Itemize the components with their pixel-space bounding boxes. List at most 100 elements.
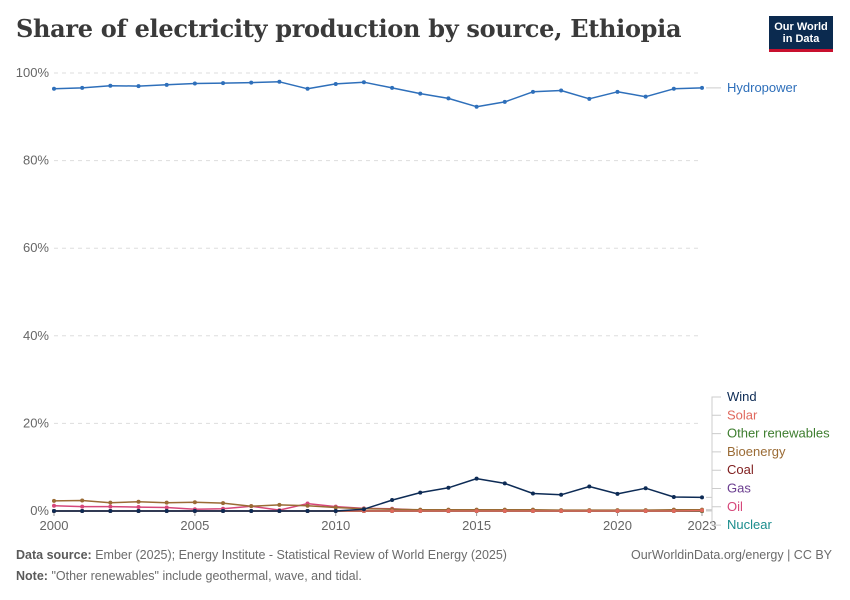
data-point [390,85,395,90]
data-point [221,509,226,513]
x-tick-label: 2023 [688,518,717,533]
note-line: Note: "Other renewables" include geother… [16,569,362,583]
data-point [108,500,113,505]
data-point [277,509,282,513]
data-point [615,89,620,94]
data-point [192,509,197,513]
data-point [643,94,648,99]
y-tick-label: 60% [23,240,49,255]
data-point [249,504,254,509]
data-point [700,85,704,90]
legend-label-other-renewables: Other renewables [727,426,830,441]
data-point [80,509,85,513]
data-point [221,501,226,506]
data-point [164,509,169,513]
logo-line-2: in Data [782,33,820,45]
data-point [80,498,85,503]
data-point [390,509,395,513]
data-point [108,83,113,88]
data-point [164,500,169,505]
legend-label-bioenergy: Bioenergy [727,444,786,459]
legend-connector [706,396,721,498]
note-text: "Other renewables" include geothermal, w… [51,569,362,583]
data-point [136,499,141,504]
data-point [164,505,169,510]
data-point [643,486,648,491]
y-tick-label: 0% [30,503,49,518]
data-point [277,79,282,84]
data-point [474,104,479,109]
legend-connector [706,488,721,512]
data-point [305,509,310,513]
logo-line-1: Our World [774,21,828,33]
x-tick-label: 2010 [321,518,350,533]
data-point [587,96,592,101]
data-point [530,89,535,94]
credit-link[interactable]: OurWorldinData.org/energy | CC BY [630,548,832,562]
data-point [671,494,676,499]
data-point [587,509,592,513]
data-point [52,86,56,91]
y-tick-label: 80% [23,153,49,168]
note-label: Note: [16,569,48,583]
data-point [671,509,676,513]
data-point [390,498,395,503]
data-point [80,85,85,90]
data-point [615,509,620,513]
chart-title: Share of electricity production by sourc… [16,14,682,43]
series-line-hydropower [53,81,703,108]
y-tick-label: 100% [16,65,50,80]
data-point [474,476,479,481]
data-point [305,503,310,508]
data-point [559,509,564,513]
data-point [474,509,479,513]
data-point [615,491,620,496]
data-point [587,484,592,489]
data-point [446,96,451,101]
data-point [502,99,507,104]
legend-connector [706,414,721,512]
data-point [52,503,56,508]
data-point [108,504,113,509]
data-point [361,507,366,512]
series-line-bioenergy [53,499,702,511]
data-point [418,509,423,513]
data-point [530,509,535,513]
legend-label-oil: Oil [727,499,743,514]
data-point [559,492,564,497]
legend-connector [706,469,721,512]
legend-connector [706,451,721,511]
y-tick-label: 20% [23,415,49,430]
series-line-wind [54,477,703,512]
data-point [643,509,648,513]
data-point [80,504,85,509]
data-point [305,86,310,91]
data-point [446,509,451,513]
x-tick-label: 2000 [40,518,69,533]
data-point [277,502,282,507]
data-point [502,481,507,486]
data-point [136,509,141,513]
data-point [671,86,676,91]
x-tick-label: 2005 [180,518,209,533]
y-tick-label: 40% [23,328,49,343]
legend-connector [706,510,721,526]
data-point [192,81,197,86]
legend-label-hydropower: Hydropower [727,80,798,95]
source-text[interactable]: Ember (2025); Energy Institute - Statist… [95,548,507,562]
data-point [530,491,535,496]
data-point [52,498,56,503]
data-point [559,88,564,93]
legend-label-nuclear: Nuclear [727,517,772,532]
owid-logo[interactable]: Our World in Data [769,16,833,52]
legend-label-solar: Solar [727,407,758,422]
data-point [136,84,141,89]
data-point [192,500,197,505]
data-point [333,509,338,513]
legend-label-coal: Coal [727,462,754,477]
x-tick-label: 2015 [462,518,491,533]
data-point [333,505,338,510]
data-point [221,81,226,86]
data-point [333,81,338,86]
